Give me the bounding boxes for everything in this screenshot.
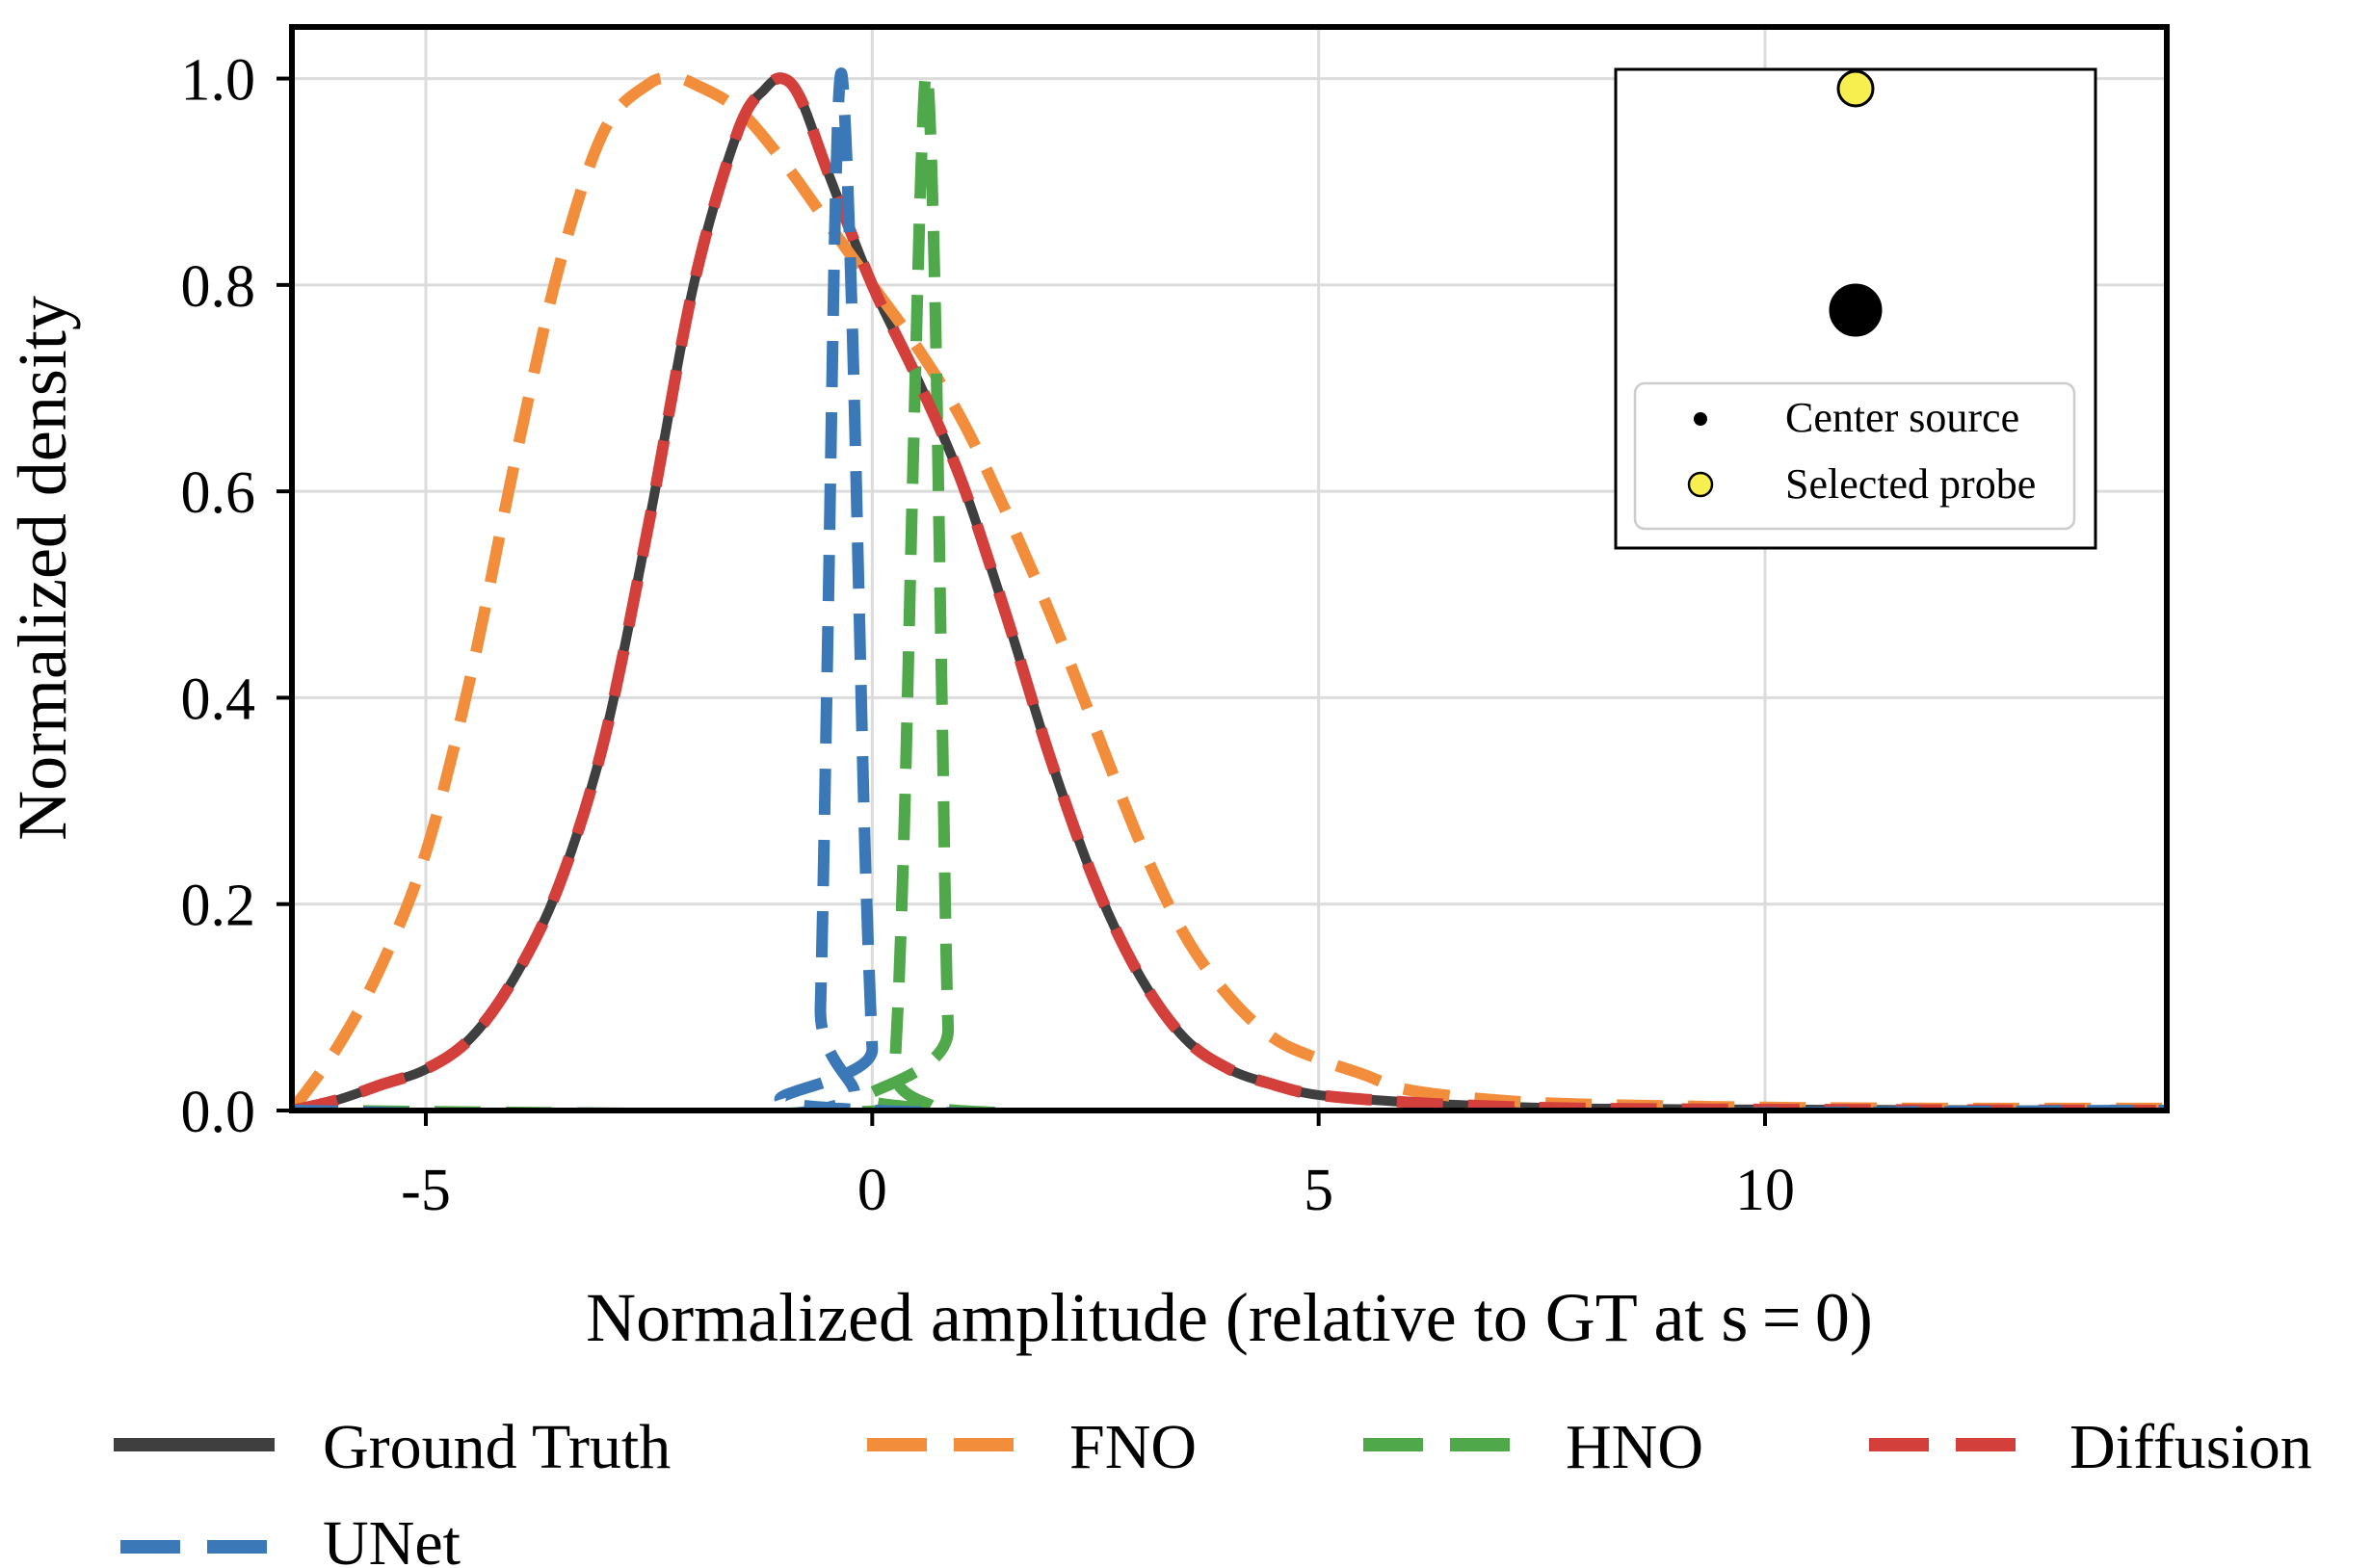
center-source-marker [1829,283,1883,337]
inset-legend [1633,381,2076,531]
y-tick-label: 0.4 [181,666,256,732]
y-tick-label: 0.0 [181,1080,256,1145]
series-line-fno [292,71,2167,1111]
legend-unet-label: UNet [323,1508,461,1568]
y-axis-label: Normalized density [4,296,81,841]
legend-ground-truth-label: Ground Truth [323,1412,671,1482]
selected-probe-marker [1836,69,1875,108]
legend-diffusion-label: Diffusion [2069,1412,2312,1482]
inset-panel: Center source Selected probe [1614,67,2097,550]
inset-legend-selected-probe-marker [1687,471,1714,498]
y-tick-label: 0.6 [181,460,256,526]
legend-fno-label: FNO [1069,1412,1197,1482]
x-tick-label: 0 [857,1158,887,1223]
x-tick-label: -5 [401,1158,451,1223]
x-tick-label: 10 [1735,1158,1795,1223]
x-tick-label: 5 [1304,1158,1333,1223]
x-axis: -5 0 5 10 [401,1111,1795,1223]
inset-legend-center-source-marker [1694,412,1707,426]
y-tick-label: 0.2 [181,874,256,939]
plot-frame [289,24,2170,1113]
series-layer [292,66,2167,1111]
legend: Ground Truth FNO HNO Diffusion UNet [114,1412,2312,1568]
inset-legend-center-source-label: Center source [1785,394,2019,441]
y-tick-label: 1.0 [181,48,256,114]
y-axis: 0.0 0.2 0.4 0.6 0.8 1.0 [181,48,292,1145]
y-tick-label: 0.8 [181,254,256,320]
series-line-unet [292,66,2167,1111]
legend-hno-label: HNO [1566,1412,1703,1482]
series-line-diffusion [292,72,2167,1111]
x-axis-label: Normalized amplitude (relative to GT at … [586,1279,1873,1356]
inset-legend-selected-probe-label: Selected probe [1785,460,2036,508]
